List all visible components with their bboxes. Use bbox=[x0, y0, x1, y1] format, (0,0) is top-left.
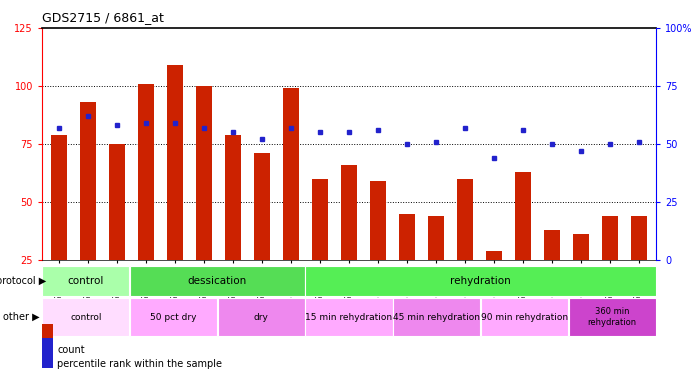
Bar bbox=[428, 216, 444, 260]
Text: other ▶: other ▶ bbox=[3, 312, 39, 322]
Text: control: control bbox=[68, 276, 104, 286]
Text: control: control bbox=[70, 312, 102, 321]
Bar bbox=[481, 298, 568, 336]
Bar bbox=[306, 298, 392, 336]
Bar bbox=[602, 216, 618, 260]
Bar bbox=[196, 86, 212, 260]
Bar bbox=[399, 214, 415, 260]
Bar bbox=[370, 181, 386, 260]
Bar bbox=[544, 230, 560, 260]
Bar bbox=[393, 298, 480, 336]
Text: percentile rank within the sample: percentile rank within the sample bbox=[57, 359, 223, 369]
Bar bbox=[254, 153, 270, 260]
Bar bbox=[341, 165, 357, 260]
Text: dessication: dessication bbox=[188, 276, 247, 286]
Text: rehydration: rehydration bbox=[450, 276, 511, 286]
Bar bbox=[52, 135, 67, 260]
Bar bbox=[225, 135, 241, 260]
Text: 50 pct dry: 50 pct dry bbox=[150, 312, 197, 321]
Bar bbox=[573, 234, 588, 260]
Bar bbox=[457, 179, 473, 260]
Text: count: count bbox=[57, 345, 85, 355]
Bar bbox=[80, 102, 96, 260]
Bar bbox=[138, 84, 154, 260]
Bar bbox=[130, 266, 305, 296]
Bar bbox=[312, 179, 328, 260]
Bar bbox=[43, 266, 129, 296]
Text: dry: dry bbox=[254, 312, 269, 321]
Text: 360 min
rehydration: 360 min rehydration bbox=[588, 307, 637, 327]
Bar bbox=[110, 144, 125, 260]
Bar bbox=[43, 298, 129, 336]
Text: 15 min rehydration: 15 min rehydration bbox=[306, 312, 392, 321]
Text: 90 min rehydration: 90 min rehydration bbox=[481, 312, 568, 321]
Bar bbox=[218, 298, 305, 336]
Bar bbox=[283, 88, 299, 260]
Bar bbox=[569, 298, 655, 336]
Bar bbox=[130, 298, 217, 336]
Text: 45 min rehydration: 45 min rehydration bbox=[393, 312, 480, 321]
Text: protocol ▶: protocol ▶ bbox=[0, 276, 46, 286]
Bar bbox=[515, 172, 530, 260]
Bar bbox=[486, 251, 502, 260]
Bar bbox=[306, 266, 655, 296]
Bar bbox=[631, 216, 646, 260]
Bar bbox=[168, 65, 183, 260]
Text: GDS2715 / 6861_at: GDS2715 / 6861_at bbox=[42, 11, 164, 24]
